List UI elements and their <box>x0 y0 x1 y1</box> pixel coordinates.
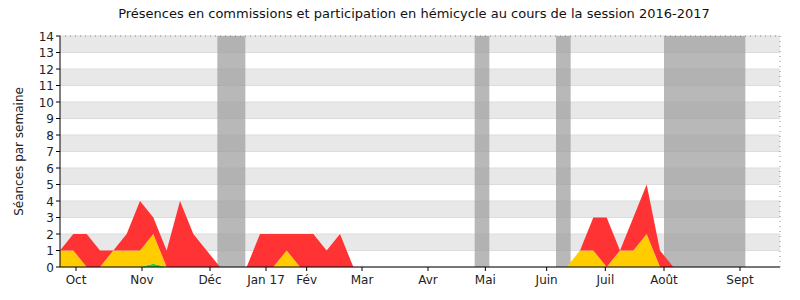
x-tick-label: Sept <box>726 273 754 287</box>
grid <box>60 36 780 267</box>
y-tick-label: 14 <box>39 30 54 44</box>
y-tick-label: 8 <box>46 129 54 143</box>
y-tick <box>56 151 60 152</box>
y-tick-label: 13 <box>39 46 54 60</box>
areas <box>60 185 780 268</box>
x-tick <box>266 267 267 271</box>
x-tick <box>210 267 211 271</box>
y-tick-label: 11 <box>39 79 54 93</box>
area-series <box>60 185 780 268</box>
y-tick-label: 6 <box>46 162 54 176</box>
y-axis: 01234567891011121314 <box>39 30 60 275</box>
x-tick <box>428 267 429 271</box>
x-tick-label: Mai <box>475 273 496 287</box>
y-tick <box>56 250 60 251</box>
y-tick <box>56 135 60 136</box>
x-axis: Oct Nov Déc Jan 17 Fév Mar Avr Mai Juin Juil Août S… <box>66 267 754 287</box>
y-tick <box>56 267 60 268</box>
y-tick <box>56 234 60 235</box>
right-border <box>780 36 781 267</box>
y-tick <box>56 85 60 86</box>
y-tick-label: 9 <box>46 112 54 126</box>
x-tick <box>306 267 307 271</box>
y-tick <box>56 168 60 169</box>
shaded-period <box>217 36 245 267</box>
x-tick-label: Oct <box>66 273 87 287</box>
y-tick-label: 3 <box>46 211 54 225</box>
shaded-period <box>475 36 490 267</box>
chart: 01234567891011121314OctNovDécJan 17FévMa… <box>0 0 800 300</box>
y-tick <box>56 201 60 202</box>
x-tick-label: Avr <box>418 273 438 287</box>
x-tick <box>362 267 363 271</box>
x-tick <box>740 267 741 271</box>
x-tick-label: Déc <box>198 273 221 287</box>
y-tick-label: 4 <box>46 195 54 209</box>
y-tick-label: 7 <box>46 145 54 159</box>
y-tick <box>56 118 60 119</box>
y-tick <box>56 36 60 37</box>
y-axis-label: Séances par semaine <box>12 87 26 216</box>
y-tick-label: 12 <box>39 63 54 77</box>
x-tick <box>546 267 547 271</box>
x-tick-label: Mar <box>351 273 374 287</box>
x-tick <box>76 267 77 271</box>
x-tick-label: Fév <box>296 273 317 287</box>
y-tick-label: 2 <box>46 228 54 242</box>
x-tick <box>664 267 665 271</box>
y-tick <box>56 217 60 218</box>
x-tick-label: Juil <box>595 273 614 287</box>
y-tick-label: 1 <box>46 244 54 258</box>
title: Présences en commissions et participatio… <box>118 6 710 21</box>
y-tick <box>56 52 60 53</box>
y-tick-label: 5 <box>46 178 54 192</box>
x-axis-line <box>60 267 780 268</box>
y-tick-label: 0 <box>46 261 54 275</box>
x-tick <box>485 267 486 271</box>
x-tick-label: Août <box>650 273 678 287</box>
x-tick <box>142 267 143 271</box>
grid-line <box>60 267 780 268</box>
x-tick-label: Juin <box>535 273 558 287</box>
y-tick <box>56 69 60 70</box>
shaded-periods <box>217 36 745 267</box>
y-tick-label: 10 <box>39 96 54 110</box>
x-tick <box>605 267 606 271</box>
shaded-period <box>556 36 571 267</box>
shaded-period <box>664 36 745 267</box>
frame <box>60 36 780 267</box>
x-tick-label: Jan 17 <box>246 273 285 287</box>
top-border <box>60 36 780 37</box>
x-tick-label: Nov <box>130 273 153 287</box>
y-tick <box>56 184 60 185</box>
y-tick <box>56 102 60 103</box>
